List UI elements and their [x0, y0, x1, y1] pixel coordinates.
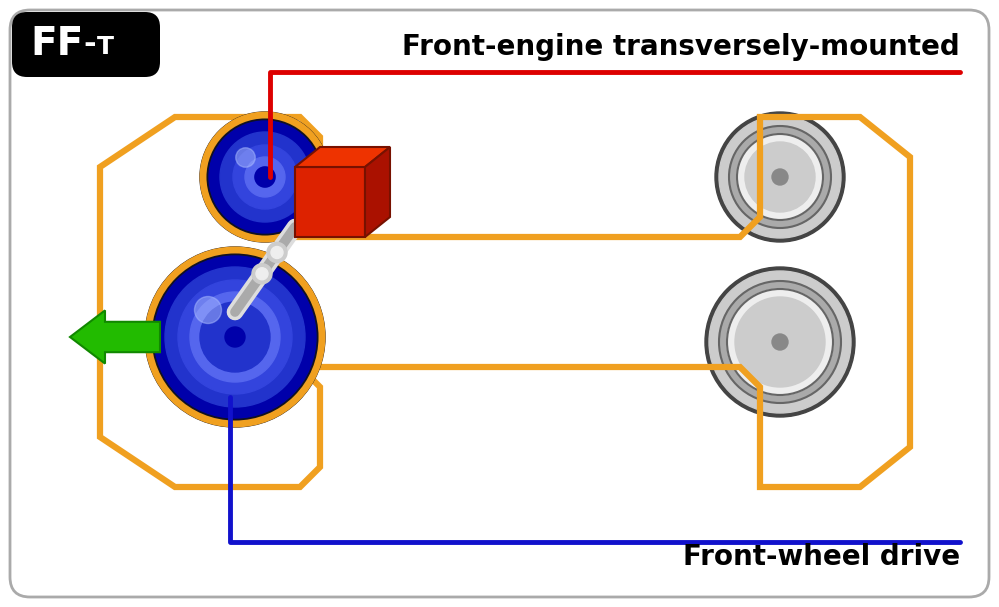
FancyBboxPatch shape — [12, 12, 160, 77]
Circle shape — [255, 167, 275, 187]
Circle shape — [255, 167, 275, 187]
Circle shape — [729, 126, 831, 228]
Circle shape — [200, 112, 330, 242]
Circle shape — [195, 296, 222, 324]
Circle shape — [727, 289, 833, 395]
Polygon shape — [365, 147, 390, 237]
Polygon shape — [295, 167, 365, 237]
Circle shape — [772, 334, 788, 350]
Text: -: - — [83, 30, 96, 58]
Circle shape — [200, 302, 270, 372]
Circle shape — [165, 267, 305, 407]
Circle shape — [233, 145, 297, 209]
Text: FF: FF — [30, 25, 83, 63]
Circle shape — [145, 247, 325, 427]
Text: T: T — [97, 35, 114, 59]
Circle shape — [209, 121, 321, 233]
Circle shape — [709, 271, 851, 413]
Circle shape — [715, 112, 845, 242]
Circle shape — [719, 281, 841, 403]
Circle shape — [271, 246, 283, 259]
Text: Front-engine transversely-mounted: Front-engine transversely-mounted — [403, 33, 960, 61]
Circle shape — [719, 116, 841, 238]
Circle shape — [252, 264, 272, 283]
Circle shape — [236, 148, 256, 168]
Circle shape — [735, 297, 825, 387]
Polygon shape — [295, 147, 390, 167]
Circle shape — [178, 280, 292, 394]
Circle shape — [245, 157, 285, 197]
Circle shape — [190, 292, 280, 382]
Circle shape — [220, 132, 310, 222]
Circle shape — [772, 169, 788, 185]
Circle shape — [267, 243, 287, 262]
Circle shape — [256, 268, 268, 280]
FancyBboxPatch shape — [10, 10, 989, 597]
Text: Front-wheel drive: Front-wheel drive — [683, 543, 960, 571]
Circle shape — [154, 256, 316, 418]
Polygon shape — [70, 310, 160, 364]
Circle shape — [745, 142, 815, 212]
Circle shape — [737, 134, 823, 220]
Circle shape — [225, 327, 245, 347]
Circle shape — [705, 267, 855, 417]
